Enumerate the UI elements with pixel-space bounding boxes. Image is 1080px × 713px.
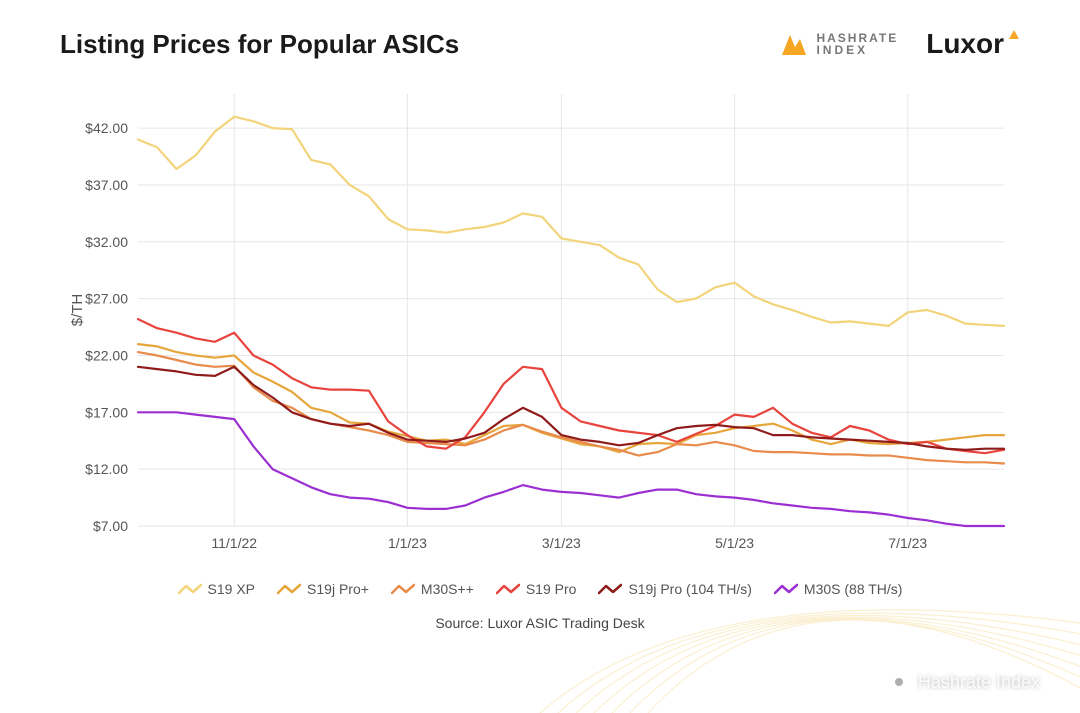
chart-source: Source: Luxor ASIC Trading Desk — [60, 615, 1020, 631]
luxor-logo-text: Luxor — [926, 28, 1004, 60]
hashrate-index-logo: HASHRATE INDEX — [778, 29, 898, 59]
legend-swatch-icon — [178, 582, 202, 596]
legend-label: S19 Pro — [526, 581, 577, 597]
logo-group: HASHRATE INDEX Luxor — [778, 28, 1020, 60]
svg-text:$37.00: $37.00 — [85, 177, 128, 193]
legend-item: S19j Pro+ — [277, 581, 369, 597]
chart-title: Listing Prices for Popular ASICs — [60, 29, 459, 60]
watermark-icon — [888, 671, 910, 693]
svg-text:$32.00: $32.00 — [85, 234, 128, 250]
svg-text:$/TH: $/TH — [69, 294, 86, 327]
legend-item: M30S++ — [391, 581, 474, 597]
series-S19 Pro — [138, 319, 1004, 453]
line-chart: $7.00 $12.00 $17.00 $22.00 $27.00 $32.00 $37.0… — [60, 80, 1020, 560]
legend-swatch-icon — [598, 582, 622, 596]
svg-text:$42.00: $42.00 — [85, 120, 128, 136]
luxor-accent-icon — [1008, 28, 1020, 40]
watermark-text: Hashrate Index — [918, 672, 1040, 693]
legend-swatch-icon — [277, 582, 301, 596]
legend-item: S19 XP — [178, 581, 255, 597]
legend-label: M30S++ — [421, 581, 474, 597]
legend-swatch-icon — [774, 582, 798, 596]
chart-legend: S19 XP S19j Pro+ M30S++ S19 Pro S19j Pro (10… — [60, 581, 1020, 597]
svg-text:3/1/23: 3/1/23 — [542, 535, 581, 551]
legend-swatch-icon — [391, 582, 415, 596]
legend-swatch-icon — [496, 582, 520, 596]
svg-text:7/1/23: 7/1/23 — [888, 535, 927, 551]
legend-item: S19j Pro (104 TH/s) — [598, 581, 751, 597]
svg-text:$17.00: $17.00 — [85, 404, 128, 420]
svg-text:$12.00: $12.00 — [85, 461, 128, 477]
legend-label: M30S (88 TH/s) — [804, 581, 903, 597]
series-M30S++ — [138, 352, 1004, 463]
legend-label: S19 XP — [208, 581, 255, 597]
svg-text:$7.00: $7.00 — [93, 518, 128, 534]
svg-text:1/1/23: 1/1/23 — [388, 535, 427, 551]
legend-item: M30S (88 TH/s) — [774, 581, 903, 597]
hashrate-logo-line2: INDEX — [816, 44, 898, 56]
svg-text:5/1/23: 5/1/23 — [715, 535, 754, 551]
luxor-logo: Luxor — [926, 28, 1020, 60]
legend-label: S19j Pro (104 TH/s) — [628, 581, 751, 597]
svg-text:11/1/22: 11/1/22 — [211, 535, 257, 551]
watermark: Hashrate Index — [888, 671, 1040, 693]
svg-text:$22.00: $22.00 — [85, 347, 128, 363]
svg-text:$27.00: $27.00 — [85, 291, 128, 307]
legend-label: S19j Pro+ — [307, 581, 369, 597]
legend-item: S19 Pro — [496, 581, 577, 597]
series-S19 XP — [138, 117, 1004, 326]
hashrate-index-icon — [778, 29, 808, 59]
